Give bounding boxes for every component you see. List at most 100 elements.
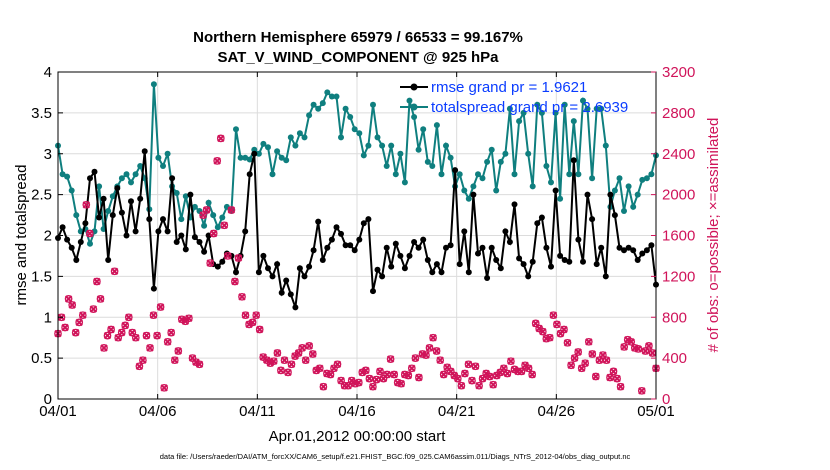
x-tick-label: 04/11 xyxy=(239,403,275,420)
rmse-point xyxy=(365,216,372,223)
totalspread-point xyxy=(287,134,294,141)
y2-tick-label: 3200 xyxy=(662,64,695,81)
obs-point xyxy=(599,351,607,359)
totalspread-point xyxy=(424,158,431,165)
y-tick-label: 3.5 xyxy=(31,105,52,122)
rmse-point xyxy=(443,244,449,251)
obs-point xyxy=(64,295,73,303)
y-tick-label: 4 xyxy=(44,64,52,81)
obs-point xyxy=(252,311,261,320)
obs-point xyxy=(231,277,239,286)
obs-point xyxy=(124,313,133,322)
rmse-point xyxy=(506,239,513,245)
obs-point xyxy=(71,328,80,337)
obs-point xyxy=(213,157,222,165)
rmse-point xyxy=(178,232,185,239)
rmse-point xyxy=(173,239,180,245)
rmse-point xyxy=(621,247,627,254)
totalspread-point xyxy=(342,105,349,112)
totalspread-point xyxy=(210,212,217,219)
obs-point xyxy=(560,325,568,334)
rmse-point xyxy=(246,171,253,178)
totalspread-point xyxy=(534,101,541,108)
totalspread-point xyxy=(128,179,134,186)
rmse-point xyxy=(484,275,491,281)
rmse-point xyxy=(296,265,303,272)
obs-point xyxy=(100,344,108,352)
rmse-point xyxy=(630,247,637,254)
totalspread-point xyxy=(447,154,454,161)
totalspread-point xyxy=(315,105,322,112)
rmse-point xyxy=(201,248,208,255)
y2-tick-label: 1200 xyxy=(662,268,695,285)
rmse-point xyxy=(283,277,290,284)
totalspread-point xyxy=(484,158,491,165)
obs-point xyxy=(457,381,466,390)
obs-point xyxy=(627,337,636,346)
rmse-point xyxy=(96,214,103,221)
obs-point xyxy=(238,292,246,301)
rmse-point xyxy=(584,191,591,198)
totalspread-point xyxy=(433,122,440,129)
obs-point xyxy=(461,369,469,378)
rmse-point xyxy=(488,244,495,251)
x-tick-label: 04/01 xyxy=(39,403,77,420)
totalspread-point xyxy=(497,158,504,165)
totalspread-point xyxy=(260,140,267,147)
totalspread-point xyxy=(356,130,363,137)
obs-point xyxy=(436,356,445,365)
obs-point xyxy=(61,323,69,332)
totalspread-point xyxy=(105,208,112,214)
totalspread-point xyxy=(397,150,404,157)
rmse-point xyxy=(392,240,399,247)
x-tick-label: 05/01 xyxy=(637,403,675,420)
rmse-point xyxy=(91,168,98,175)
rmse-series xyxy=(55,148,659,311)
rmse-point xyxy=(82,220,89,227)
rmse-point xyxy=(475,250,481,257)
rmse-point xyxy=(214,263,221,270)
totalspread-point xyxy=(347,114,354,120)
y-tick-label: 2 xyxy=(44,228,52,245)
rmse-point xyxy=(141,148,148,155)
rmse-point xyxy=(333,224,340,231)
totalspread-point xyxy=(96,183,103,190)
totalspread-point xyxy=(630,203,637,210)
obs-point xyxy=(149,311,158,320)
obs-point xyxy=(588,350,597,358)
obs-point xyxy=(160,383,169,392)
rmse-point xyxy=(502,228,509,235)
rmse-point xyxy=(639,250,646,257)
totalspread-point xyxy=(625,183,632,190)
totalspread-point xyxy=(64,173,71,180)
totalspread-point xyxy=(406,97,413,104)
y-tick-label: 2.5 xyxy=(31,187,52,204)
y2-tick-label: 1600 xyxy=(662,228,695,245)
obs-point xyxy=(549,311,558,320)
obs-point xyxy=(68,301,77,309)
rmse-point xyxy=(561,257,568,263)
obs-point xyxy=(528,370,537,379)
totalspread-point xyxy=(370,101,376,108)
footnote: data file: /Users/raeder/DAI/ATM_forcXX/… xyxy=(160,452,631,461)
obs-point xyxy=(167,328,176,337)
totalspread-point xyxy=(365,142,372,149)
x-tick-label: 04/16 xyxy=(338,403,376,420)
totalspread-point xyxy=(511,171,518,178)
obs-point xyxy=(471,362,480,371)
obs-point xyxy=(407,364,416,373)
rmse-point xyxy=(643,247,650,254)
rmse-point xyxy=(424,257,431,263)
totalspread-point xyxy=(643,175,650,182)
totalspread-point xyxy=(621,208,627,214)
rmse-point xyxy=(406,252,413,259)
totalspread-point xyxy=(160,163,166,169)
rmse-point xyxy=(356,236,363,243)
rmse-point xyxy=(109,212,116,219)
rmse-point xyxy=(105,257,112,263)
totalspread-point xyxy=(155,154,162,161)
totalspread-point xyxy=(274,148,281,155)
totalspread-point xyxy=(205,199,212,206)
rmse-point xyxy=(397,252,404,259)
rmse-point xyxy=(493,257,500,263)
